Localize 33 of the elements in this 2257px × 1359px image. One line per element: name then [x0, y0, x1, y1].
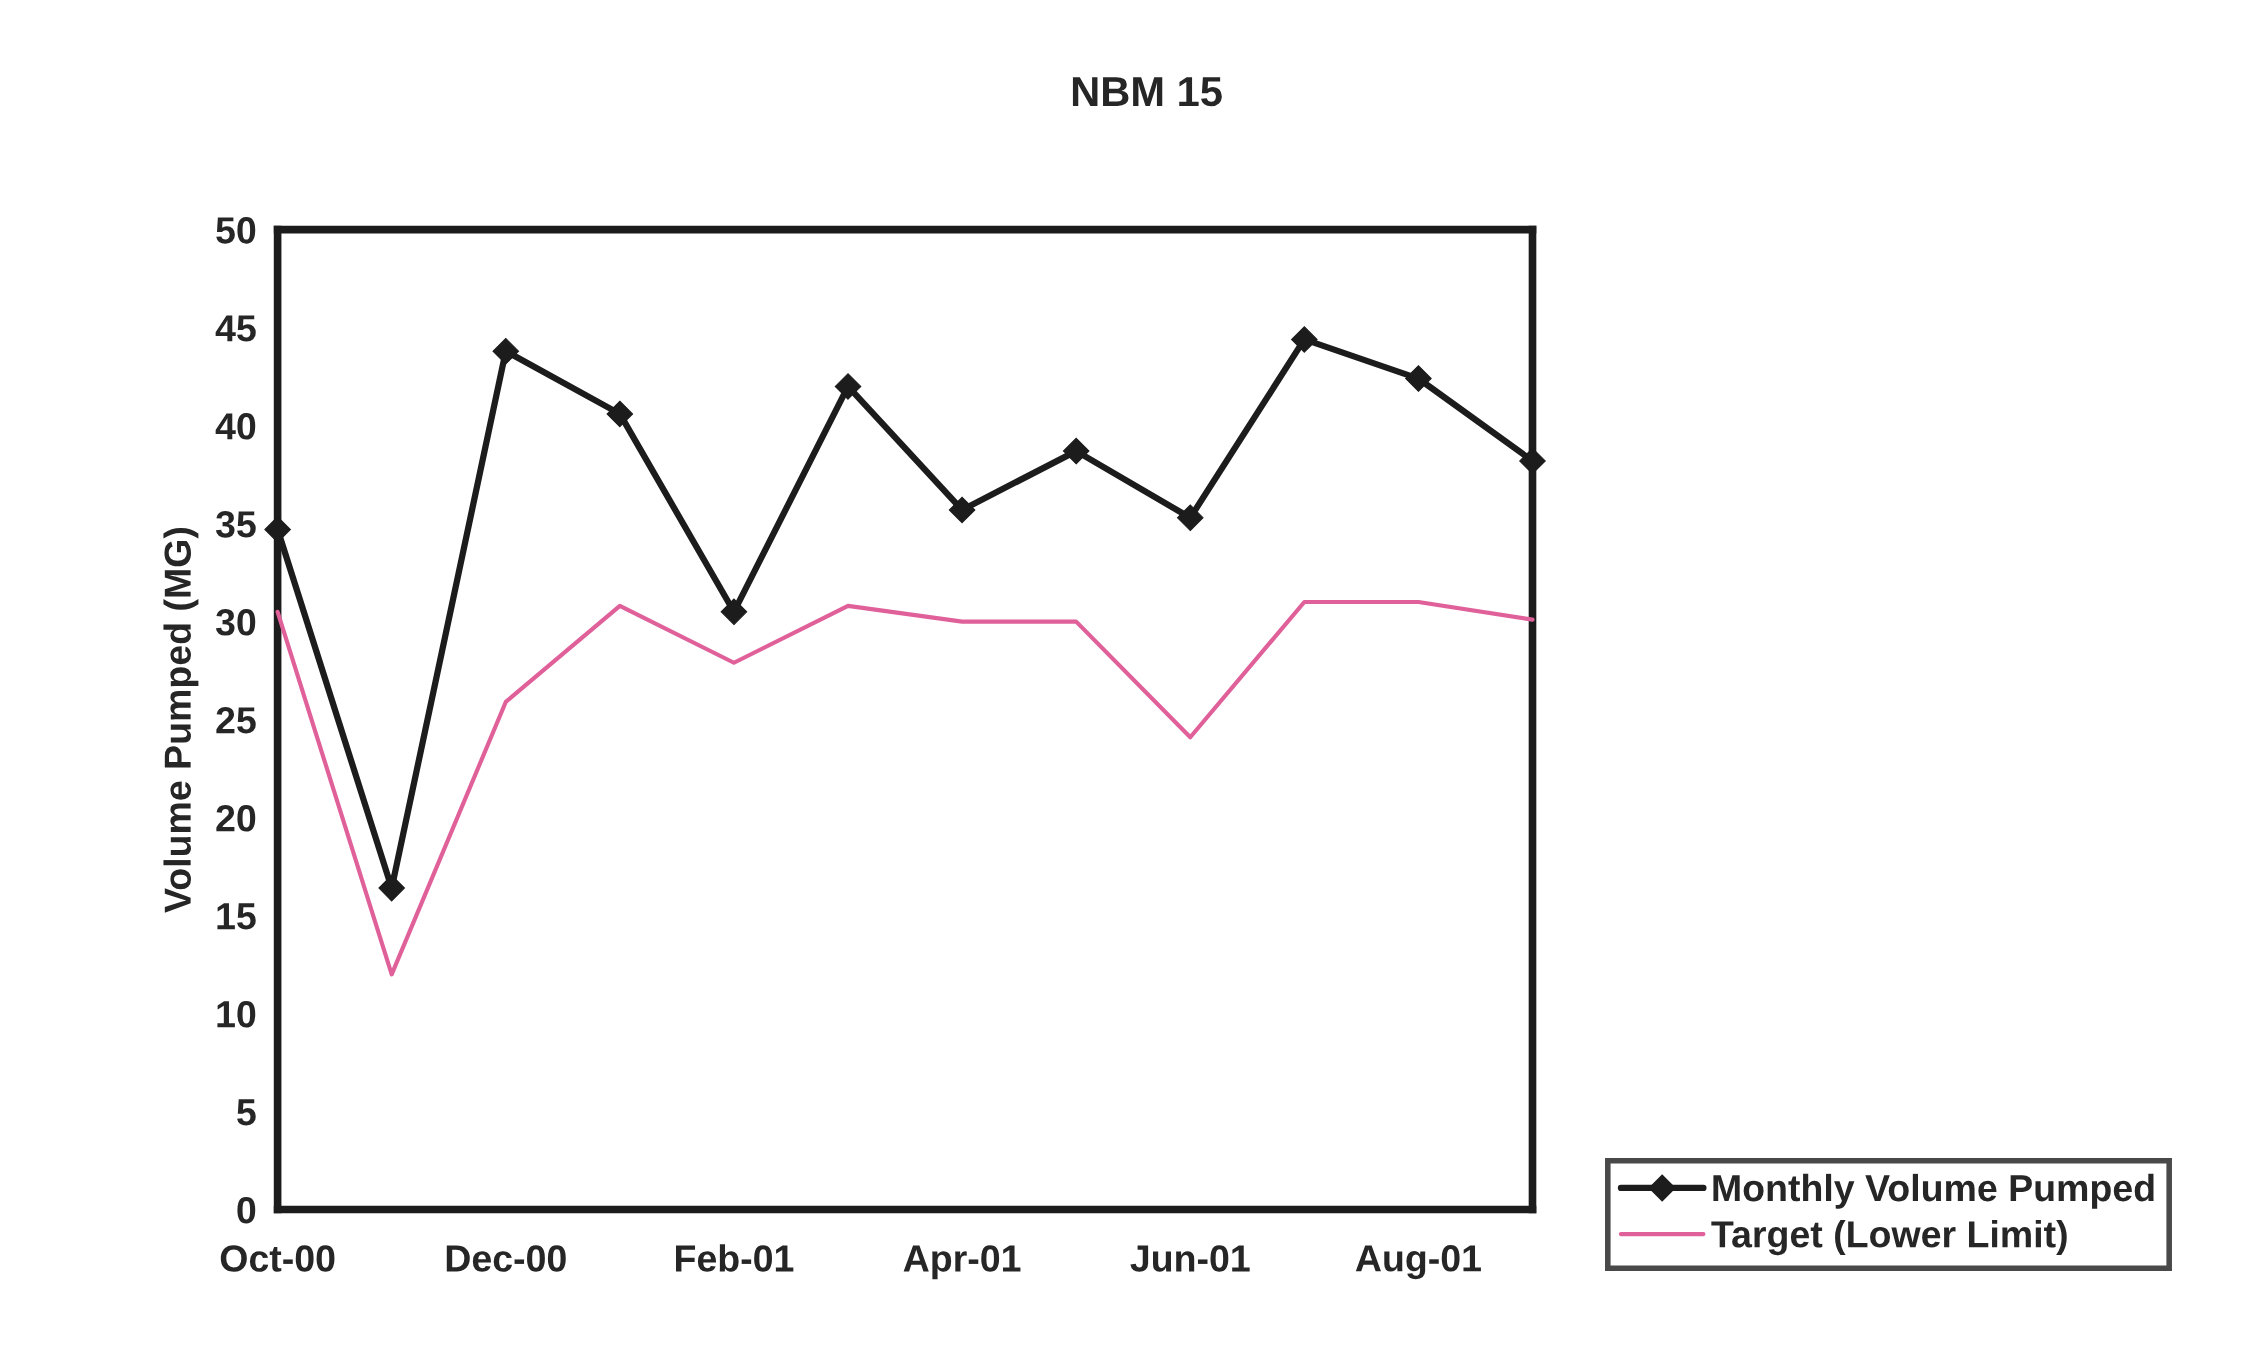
point	[1176, 504, 1204, 532]
y-tick-label: 40	[215, 413, 256, 440]
y-tick-label: 5	[237, 1099, 256, 1126]
y-tick-label: 50	[216, 217, 256, 244]
y-tick-label: 30	[215, 609, 256, 636]
x-tick-label: Dec-00	[446, 1245, 566, 1272]
point	[720, 598, 748, 626]
legend-label: Target (Lower Limit)	[1711, 1220, 2067, 1256]
point	[1062, 437, 1090, 465]
x-tick-label: Oct-00	[220, 1245, 335, 1272]
point	[492, 337, 520, 365]
legend-label: Monthly Volume Pumped	[1713, 1173, 2154, 1209]
y-tick-label: 10	[217, 1000, 256, 1028]
point	[948, 496, 976, 524]
y-tick-label: 0	[237, 1196, 256, 1224]
point	[264, 516, 291, 543]
y-tick-label: 25	[216, 706, 256, 734]
chart-title: NBM 15	[1072, 77, 1222, 107]
x-tick-label: Feb-01	[676, 1244, 794, 1272]
point	[834, 373, 862, 400]
x-tick-label: Jun-01	[1130, 1245, 1250, 1272]
point	[378, 874, 405, 902]
y-tick-label: 20	[216, 804, 256, 832]
x-tick-label: Apr-01	[903, 1245, 1021, 1280]
point	[1405, 365, 1432, 392]
y-tick-label: 45	[215, 315, 256, 342]
x-tick-label: Aug-01	[1355, 1245, 1481, 1280]
y-tick-label: 15	[217, 903, 256, 930]
y-tick-label: 35	[215, 511, 256, 538]
point	[1291, 326, 1318, 353]
point	[606, 400, 634, 428]
line-series	[275, 599, 1535, 977]
y-axis-title: Volume Pumped (MG)	[163, 528, 199, 913]
